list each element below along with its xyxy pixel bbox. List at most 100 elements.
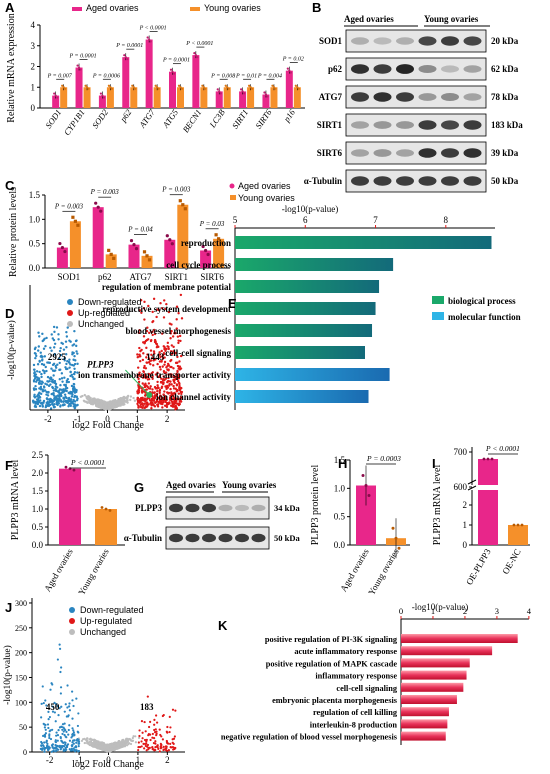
g-size-label-α-Tubulin: 50 kDa xyxy=(274,533,300,543)
d-point-down xyxy=(52,325,56,329)
d-point-down xyxy=(43,370,46,373)
j-point-down xyxy=(50,744,54,747)
d-point-unchanged xyxy=(97,400,101,403)
d-point-up xyxy=(176,355,179,359)
d-point-down xyxy=(59,384,62,387)
d-legend-down: Down-regulated xyxy=(78,297,142,307)
b-band xyxy=(418,148,437,158)
d-point-up xyxy=(180,396,183,399)
d-point-down xyxy=(34,356,37,360)
a-dot-aged xyxy=(289,71,292,74)
d-point-up xyxy=(153,385,157,389)
d-point-up xyxy=(144,376,148,379)
d-point-down xyxy=(37,398,40,402)
j-point-unchanged xyxy=(132,735,135,738)
j-point-down xyxy=(43,741,46,744)
a-x-tick-label-CYP1B1: CYP1B1 xyxy=(62,107,87,137)
d-point-up xyxy=(168,383,171,386)
j-point-down xyxy=(72,747,75,750)
d-point-down xyxy=(50,392,53,396)
d-point-up xyxy=(150,353,153,356)
d-point-down xyxy=(46,403,50,406)
j-point-down xyxy=(75,741,78,744)
d-point-down xyxy=(76,362,79,366)
h-dot xyxy=(367,494,371,497)
a-x-tick-label-BECN1: BECN1 xyxy=(180,107,203,134)
j-point-up xyxy=(140,740,143,743)
d-point-down xyxy=(43,386,46,389)
c-dot-aged xyxy=(99,209,103,213)
b-band xyxy=(373,149,392,157)
d-point-unchanged xyxy=(104,402,108,405)
j-point-up xyxy=(147,734,150,737)
d-point-up xyxy=(176,364,180,368)
d-point-up xyxy=(159,355,162,359)
d-point-down xyxy=(34,384,37,388)
d-point-down xyxy=(64,395,67,399)
d-point-up xyxy=(150,372,153,375)
d-point-down xyxy=(58,357,61,360)
d-point-up xyxy=(138,328,141,332)
f-dot xyxy=(104,507,108,511)
g-band xyxy=(185,503,200,513)
j-point-down xyxy=(56,739,59,742)
j-point-down xyxy=(64,743,67,746)
j-point-down xyxy=(47,749,50,752)
e-term-label-0: reproduction xyxy=(181,238,231,248)
panel-letter-c: C xyxy=(5,178,15,193)
j-point-up xyxy=(156,721,159,724)
j-point-up xyxy=(167,742,170,745)
j-point-up xyxy=(165,749,169,752)
a-pvalue-SOD1: P = 0.007 xyxy=(47,73,73,79)
a-pvalue-ATG7: P < 0.0001 xyxy=(139,26,167,32)
j-point-up xyxy=(143,738,147,742)
a-bar-aged-BECN1 xyxy=(192,55,200,108)
d-point-up xyxy=(138,309,142,312)
d-point-down xyxy=(45,390,48,394)
a-bar-young-BECN1 xyxy=(200,87,208,108)
d-point-down xyxy=(55,326,59,329)
d-point-up xyxy=(179,293,183,297)
j-point-down xyxy=(72,742,75,745)
d-point-up xyxy=(138,346,141,350)
a-dot-aged xyxy=(123,54,126,57)
i-bar-1 xyxy=(508,525,528,545)
d-point-down xyxy=(60,377,64,380)
b-row-label-SIRT1: SIRT1 xyxy=(317,120,343,130)
d-point-up xyxy=(143,341,146,345)
d-point-down xyxy=(53,402,56,406)
j-point-down xyxy=(72,731,75,734)
d-point-up xyxy=(143,364,146,368)
d-point-unchanged xyxy=(89,400,92,403)
j-point-up xyxy=(154,740,157,743)
d-point-down xyxy=(38,404,42,408)
d-point-down xyxy=(74,339,78,343)
a-dot-young xyxy=(61,84,64,87)
d-point-up xyxy=(169,332,173,335)
d-point-down xyxy=(34,405,38,409)
d-point-unchanged xyxy=(83,393,86,397)
d-point-down xyxy=(40,375,43,379)
d-point-down xyxy=(38,396,42,399)
d-point-up xyxy=(164,349,167,353)
d-point-up xyxy=(161,332,164,335)
f-dot xyxy=(72,468,76,472)
c-legend-aged-swatch xyxy=(229,183,235,189)
panel-letter-g: G xyxy=(134,480,144,495)
d-point-up xyxy=(149,349,153,352)
a-bar-young-SOD1 xyxy=(60,87,68,108)
k-tick-label: 1 xyxy=(431,606,435,616)
j-point-up xyxy=(151,736,154,739)
d-point-down xyxy=(39,402,43,405)
d-point-up xyxy=(172,384,175,388)
d-point-up xyxy=(176,361,179,364)
b-size-label-ATG7: 78 kDa xyxy=(491,92,519,102)
j-point-down xyxy=(41,685,44,688)
d-point-up xyxy=(138,387,141,390)
j-point-up xyxy=(147,725,151,729)
j-point-up xyxy=(145,740,148,743)
a-dot-young xyxy=(227,87,230,90)
d-point-up xyxy=(152,350,156,353)
d-legend-down-swatch xyxy=(67,299,73,305)
d-point-up xyxy=(148,387,152,390)
